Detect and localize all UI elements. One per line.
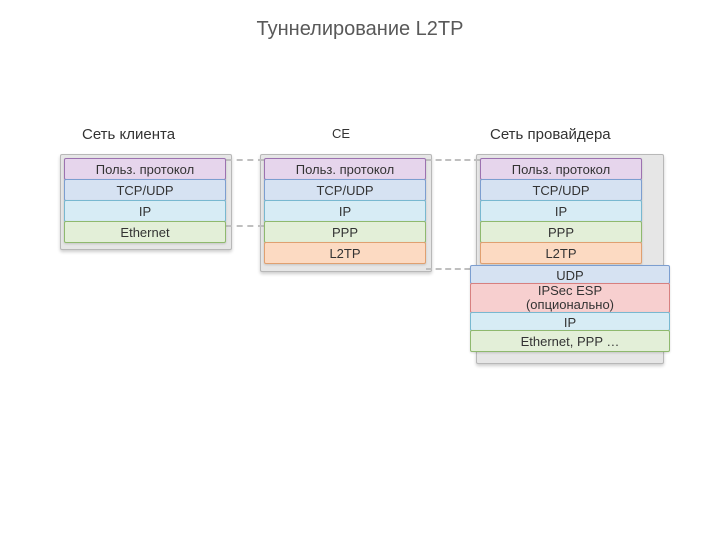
layer-text: IPSec ESP bbox=[538, 283, 602, 298]
layer-text: Польз. протокол bbox=[96, 162, 194, 177]
protocol-layer: IP bbox=[264, 200, 426, 222]
protocol-layer: Польз. протокол bbox=[264, 158, 426, 180]
layer-text: PPP bbox=[332, 225, 358, 240]
protocol-layer: IPSec ESP(опционально) bbox=[470, 283, 670, 313]
protocol-stack-client: Польз. протокол TCP/UDP IP Ethernet bbox=[64, 158, 226, 242]
layer-text: Польз. протокол bbox=[512, 162, 610, 177]
tunnel-dash bbox=[426, 159, 480, 161]
layer-text: IP bbox=[555, 204, 567, 219]
protocol-layer: TCP/UDP bbox=[264, 179, 426, 201]
protocol-layer: Ethernet, PPP … bbox=[470, 330, 670, 352]
layer-text: TCP/UDP bbox=[532, 183, 589, 198]
layer-text: IP bbox=[139, 204, 151, 219]
protocol-layer: PPP bbox=[480, 221, 642, 243]
protocol-layer: PPP bbox=[264, 221, 426, 243]
protocol-layer: Ethernet bbox=[64, 221, 226, 243]
layer-text: IP bbox=[339, 204, 351, 219]
protocol-stack-provider-outer: UDPIPSec ESP(опционально) IP Ethernet, PPP… bbox=[470, 265, 670, 351]
column-label-ce: CE bbox=[332, 126, 350, 141]
column-label-provider: Сеть провайдера bbox=[490, 126, 611, 143]
tunnel-dash bbox=[226, 225, 264, 227]
protocol-layer: UDP bbox=[470, 265, 670, 284]
layer-text: (опционально) bbox=[526, 297, 614, 312]
layer-text: L2TP bbox=[329, 246, 360, 261]
protocol-layer: IP bbox=[470, 312, 670, 331]
diagram-title: Туннелирование L2TP bbox=[0, 18, 720, 41]
protocol-stack-ce: Польз. протокол TCP/UDP IP PPP L2TP bbox=[264, 158, 426, 263]
layer-text: Ethernet, PPP … bbox=[521, 334, 620, 349]
layer-text: Ethernet bbox=[120, 225, 169, 240]
protocol-layer: IP bbox=[480, 200, 642, 222]
layer-text: Польз. протокол bbox=[296, 162, 394, 177]
layer-text: TCP/UDP bbox=[116, 183, 173, 198]
protocol-stack-provider: Польз. протокол TCP/UDP IP PPP L2TP bbox=[480, 158, 642, 263]
protocol-layer: L2TP bbox=[480, 242, 642, 264]
protocol-layer: TCP/UDP bbox=[480, 179, 642, 201]
layer-text: IP bbox=[564, 315, 576, 330]
column-label-client: Сеть клиента bbox=[82, 126, 175, 143]
protocol-layer: Польз. протокол bbox=[480, 158, 642, 180]
layer-text: TCP/UDP bbox=[316, 183, 373, 198]
protocol-layer: L2TP bbox=[264, 242, 426, 264]
protocol-layer: Польз. протокол bbox=[64, 158, 226, 180]
tunnel-dash bbox=[226, 159, 264, 161]
protocol-layer: IP bbox=[64, 200, 226, 222]
layer-text: PPP bbox=[548, 225, 574, 240]
protocol-layer: TCP/UDP bbox=[64, 179, 226, 201]
layer-text: L2TP bbox=[545, 246, 576, 261]
layer-text: UDP bbox=[556, 268, 583, 283]
